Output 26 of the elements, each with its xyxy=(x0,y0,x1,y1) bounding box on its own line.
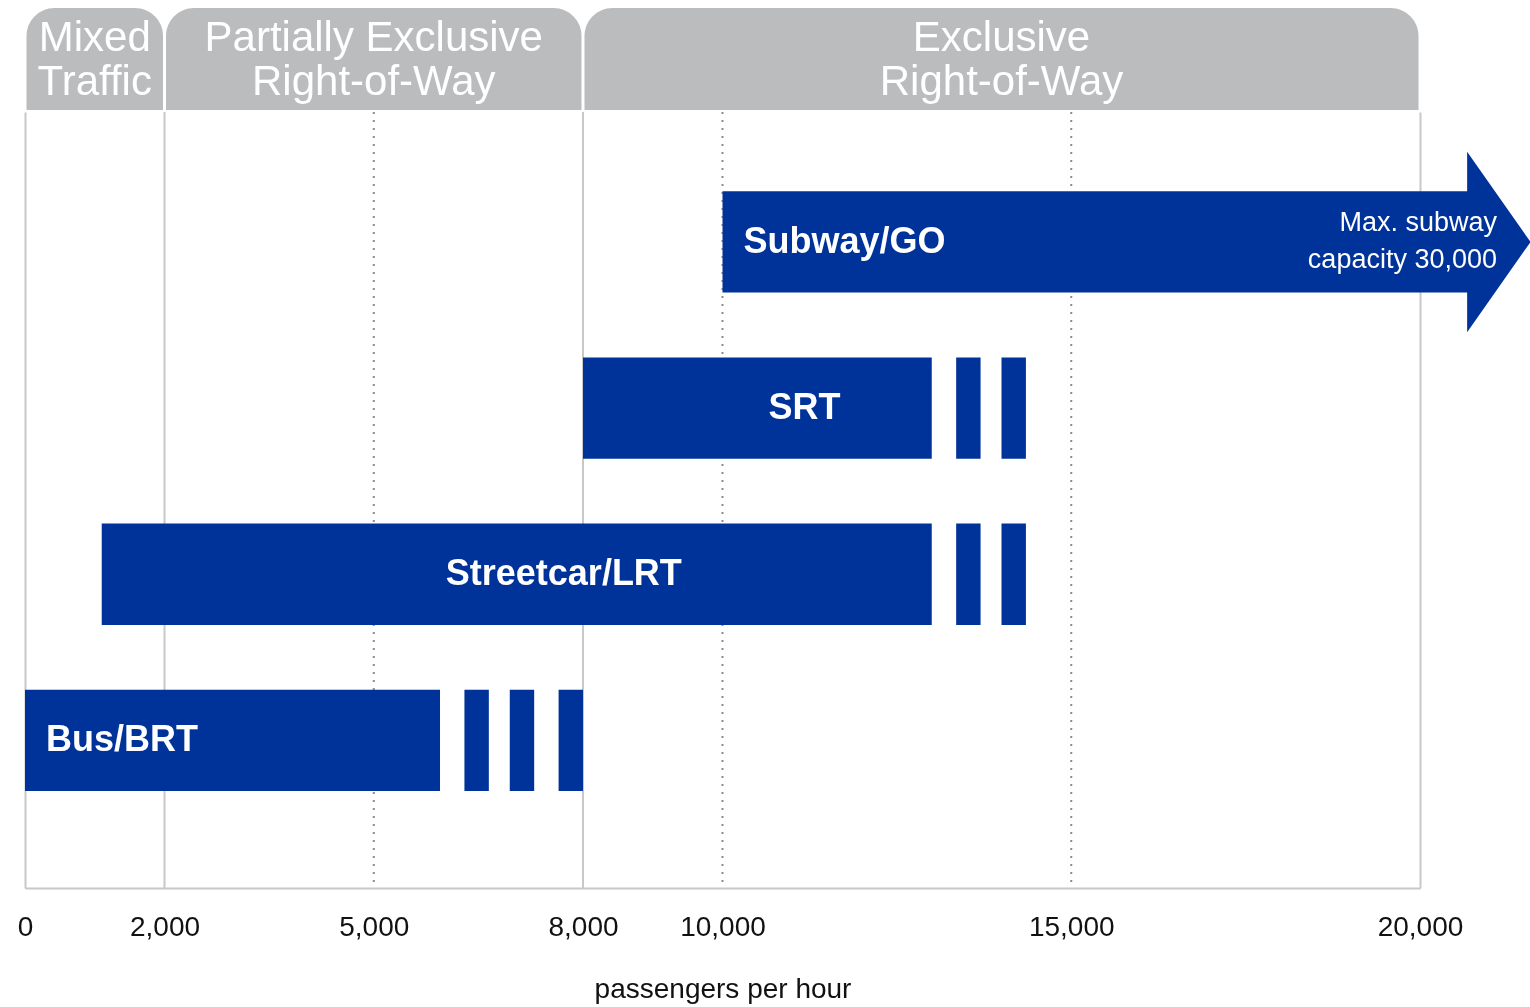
bar xyxy=(583,357,932,459)
x-tick-label: 15,000 xyxy=(1028,910,1115,942)
y-tick-label: Subway/GO xyxy=(743,219,946,261)
bar xyxy=(25,689,441,792)
x-tick-label: 10,000 xyxy=(680,910,766,942)
x-tick-label: 2,000 xyxy=(129,910,201,942)
y-tick-label: Streetcar/LRT xyxy=(445,552,682,594)
x-axis-title: passengers per hour xyxy=(594,972,852,1004)
bar xyxy=(509,689,535,792)
bar xyxy=(1001,357,1026,459)
annotation: Max. subway capacity 30,000 xyxy=(1307,207,1498,275)
y-tick-label: Bus/BRT xyxy=(46,718,199,760)
bar xyxy=(558,689,583,792)
x-tick-label: 8,000 xyxy=(548,910,619,942)
x-tick-label: 0 xyxy=(17,910,34,942)
bar xyxy=(101,523,932,625)
x-tick-label: 5,000 xyxy=(339,910,410,942)
bar xyxy=(956,523,981,625)
x-tick-label: 20,000 xyxy=(1377,910,1464,942)
band-label: Exclusive Right-of-Way xyxy=(879,13,1124,104)
bar xyxy=(1001,523,1026,625)
band-label: Mixed Traffic xyxy=(37,13,152,104)
bar xyxy=(464,689,489,792)
band-label: Partially Exclusive Right-of-Way xyxy=(204,13,543,104)
bar xyxy=(956,357,981,459)
y-tick-label: SRT xyxy=(768,386,841,428)
